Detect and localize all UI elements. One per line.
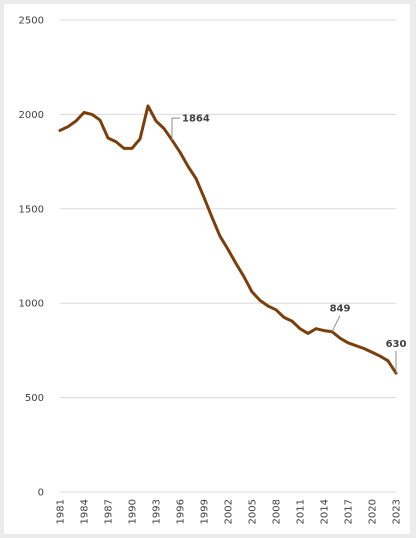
x-tick-label-1990: 1990	[128, 499, 139, 524]
x-tick-label-2023: 2023	[392, 499, 403, 524]
x-tick-label-1993: 1993	[152, 499, 163, 524]
x-tick-label-2014: 2014	[320, 499, 331, 524]
data-label-630: 630	[386, 339, 407, 350]
y-tick-label-1000: 1000	[19, 299, 44, 310]
x-tick-label-2005: 2005	[248, 499, 259, 524]
x-tick-label-1981: 1981	[56, 499, 67, 524]
x-tick-label-2011: 2011	[296, 499, 307, 524]
series-line	[60, 106, 396, 373]
x-tick-label-1999: 1999	[200, 499, 211, 524]
x-tick-label-1984: 1984	[80, 499, 91, 524]
y-tick-label-2000: 2000	[19, 110, 44, 121]
x-tick-label-2002: 2002	[224, 499, 235, 524]
y-axis-tick-labels: 0 500 1000 1500 2000 2500	[19, 16, 44, 499]
x-tick-label-2017: 2017	[344, 499, 355, 524]
callout-line-1864	[172, 118, 180, 140]
y-tick-label-1500: 1500	[19, 204, 44, 215]
x-axis-tick-labels: 1981 1984 1987 1990 1993 1996 1999 2002 2005 2008…	[56, 499, 403, 524]
data-labels: 1864 849 630	[172, 114, 406, 373]
x-tick-label-2020: 2020	[368, 499, 379, 524]
gridlines	[60, 20, 396, 492]
y-tick-label-500: 500	[25, 393, 44, 404]
data-label-1864: 1864	[182, 114, 210, 125]
x-tick-label-2008: 2008	[272, 499, 283, 524]
x-tick-label-1996: 1996	[176, 499, 187, 524]
x-tick-label-1987: 1987	[104, 499, 115, 524]
data-label-849: 849	[330, 304, 351, 315]
series	[60, 106, 396, 373]
y-tick-label-0: 0	[38, 488, 44, 499]
y-tick-label-2500: 2500	[19, 16, 44, 27]
callout-line-849	[332, 316, 340, 332]
